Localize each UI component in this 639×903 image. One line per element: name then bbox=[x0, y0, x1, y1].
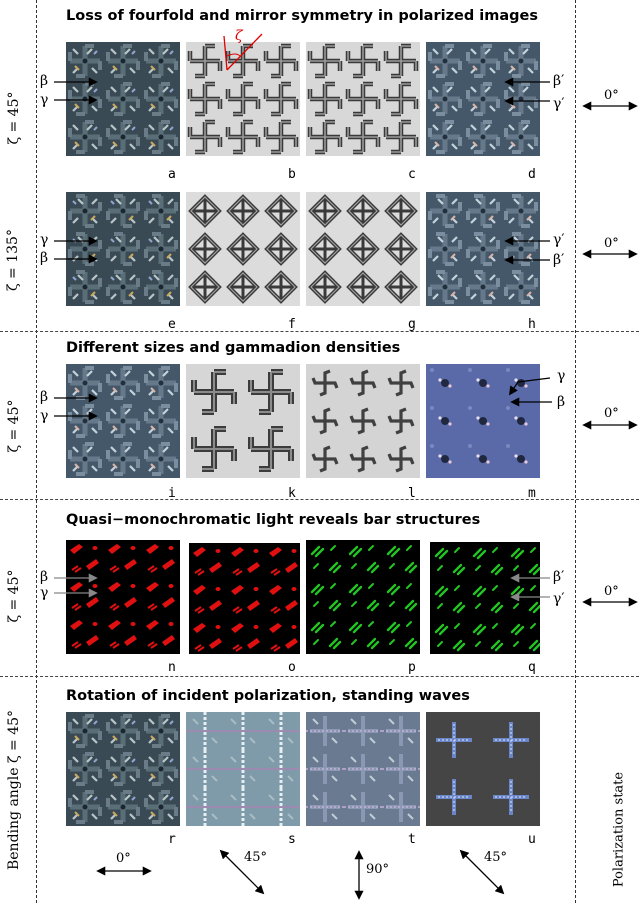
panel-label-e: e bbox=[168, 317, 176, 332]
polarization-arrow-45deg-b bbox=[459, 849, 505, 895]
panel-label-l: l bbox=[408, 486, 416, 501]
image-panel-r bbox=[66, 712, 180, 826]
beta-label-row2: β bbox=[40, 250, 49, 266]
pointer-arrows-row2-left bbox=[54, 236, 98, 264]
pointer-arrows-row4-left bbox=[54, 573, 98, 598]
panel-label-m: m bbox=[528, 486, 536, 501]
gamma-label-row3-right: γ bbox=[557, 368, 566, 384]
image-panel-n bbox=[66, 540, 180, 654]
pointer-arrows-row3-left bbox=[54, 393, 98, 421]
beta-prime-label-row1: β′ bbox=[553, 73, 565, 89]
panel-label-i: i bbox=[168, 486, 176, 501]
image-panel-t bbox=[306, 712, 420, 826]
gamma-prime-label-row2: γ′ bbox=[553, 232, 565, 248]
section-divider-2 bbox=[0, 499, 639, 500]
panel-label-a: a bbox=[168, 167, 176, 182]
polarization-state-label: Polarization state bbox=[611, 771, 627, 888]
zeta-annotation: ζ bbox=[235, 28, 243, 44]
pointer-arrows-row1-right bbox=[504, 77, 550, 106]
section-title-rotation: Rotation of incident polarization, stand… bbox=[66, 688, 470, 704]
image-panel-b bbox=[186, 42, 300, 156]
image-panel-m bbox=[426, 364, 540, 478]
pointer-arrows-row3-right bbox=[508, 377, 552, 407]
pointer-arrows-row4-right bbox=[510, 573, 550, 601]
image-panel-d bbox=[426, 42, 540, 156]
panel-label-f: f bbox=[288, 317, 296, 332]
image-panel-p bbox=[306, 540, 420, 654]
beta-prime-label-row4: β′ bbox=[553, 569, 565, 585]
image-panel-q bbox=[426, 540, 540, 654]
panel-label-c: c bbox=[408, 167, 416, 182]
beta-label-row3: β bbox=[40, 389, 49, 405]
polarization-angle-row1: 0° bbox=[604, 88, 619, 103]
image-panel-a bbox=[66, 42, 180, 156]
polarization-angle-row4: 0° bbox=[604, 584, 619, 599]
image-panel-i bbox=[66, 364, 180, 478]
pointer-arrows-row1-left bbox=[54, 77, 98, 105]
beta-prime-label-row2: β′ bbox=[553, 252, 565, 268]
section-title-sizes: Different sizes and gammadion densities bbox=[66, 340, 401, 356]
image-panel-c bbox=[306, 42, 420, 156]
gamma-label-row2: γ bbox=[40, 232, 49, 248]
pointer-arrows-row2-right bbox=[504, 236, 550, 265]
gamma-prime-label-row4: γ′ bbox=[553, 591, 565, 607]
polarization-arrow-0deg bbox=[96, 866, 152, 876]
gamma-label-row3: γ bbox=[40, 408, 49, 424]
gamma-label-row1: γ bbox=[40, 92, 49, 108]
panel-label-d: d bbox=[528, 167, 536, 182]
beta-label-row3-right: β bbox=[557, 394, 566, 410]
image-panel-s bbox=[186, 712, 300, 826]
section-divider-3 bbox=[0, 676, 639, 677]
polarization-angle-row3: 0° bbox=[604, 406, 619, 421]
panel-label-s: s bbox=[288, 832, 296, 847]
panel-label-b: b bbox=[288, 167, 296, 182]
polarization-arrow-row4 bbox=[582, 597, 638, 607]
polarization-arrow-row1 bbox=[582, 101, 638, 111]
section-divider-1 bbox=[0, 331, 639, 332]
bending-angle-annotation bbox=[223, 33, 263, 71]
panel-label-n: n bbox=[168, 660, 176, 675]
panel-label-u: u bbox=[528, 832, 536, 847]
polarization-arrow-90deg bbox=[354, 850, 364, 900]
zeta-label-row1: ζ = 45° bbox=[6, 91, 22, 145]
polarization-arrow-45deg-a bbox=[219, 849, 265, 895]
polarization-angle-row2: 0° bbox=[604, 236, 619, 251]
panel-label-h: h bbox=[528, 317, 536, 332]
image-panel-o bbox=[186, 540, 300, 654]
gamma-prime-label-row1: γ′ bbox=[553, 96, 565, 112]
polarization-arrow-row2 bbox=[582, 249, 638, 259]
image-panel-l bbox=[306, 364, 420, 478]
panel-label-q: q bbox=[528, 660, 536, 675]
image-panel-h bbox=[426, 192, 540, 306]
left-divider bbox=[36, 0, 37, 903]
polarization-arrow-row3 bbox=[582, 420, 638, 430]
right-divider bbox=[575, 0, 576, 903]
panel-label-p: p bbox=[408, 660, 416, 675]
bending-angle-label: Bending angle ζ = 45° bbox=[6, 709, 22, 871]
image-panel-k bbox=[186, 364, 300, 478]
panel-label-r: r bbox=[168, 832, 176, 847]
image-panel-g bbox=[306, 192, 420, 306]
panel-label-t: t bbox=[408, 832, 416, 847]
zeta-label-row4: ζ = 45° bbox=[6, 569, 22, 623]
section-title-monochromatic: Quasi−monochromatic light reveals bar st… bbox=[66, 512, 481, 528]
gamma-label-row4: γ bbox=[40, 585, 49, 601]
bottom-angle-0: 0° bbox=[116, 851, 131, 866]
bottom-angle-90: 90° bbox=[366, 862, 390, 877]
panel-label-o: o bbox=[288, 660, 296, 675]
section-title-symmetry: Loss of fourfold and mirror symmetry in … bbox=[66, 8, 539, 24]
panel-label-k: k bbox=[288, 486, 296, 501]
panel-label-g: g bbox=[408, 317, 416, 332]
image-panel-u bbox=[426, 712, 540, 826]
zeta-label-row2: ζ = 135° bbox=[5, 229, 21, 291]
beta-label-row4: β bbox=[40, 569, 49, 585]
beta-label-row1: β bbox=[40, 73, 49, 89]
zeta-label-row3: ζ = 45° bbox=[6, 399, 22, 453]
image-panel-e bbox=[66, 192, 180, 306]
image-panel-f bbox=[186, 192, 300, 306]
